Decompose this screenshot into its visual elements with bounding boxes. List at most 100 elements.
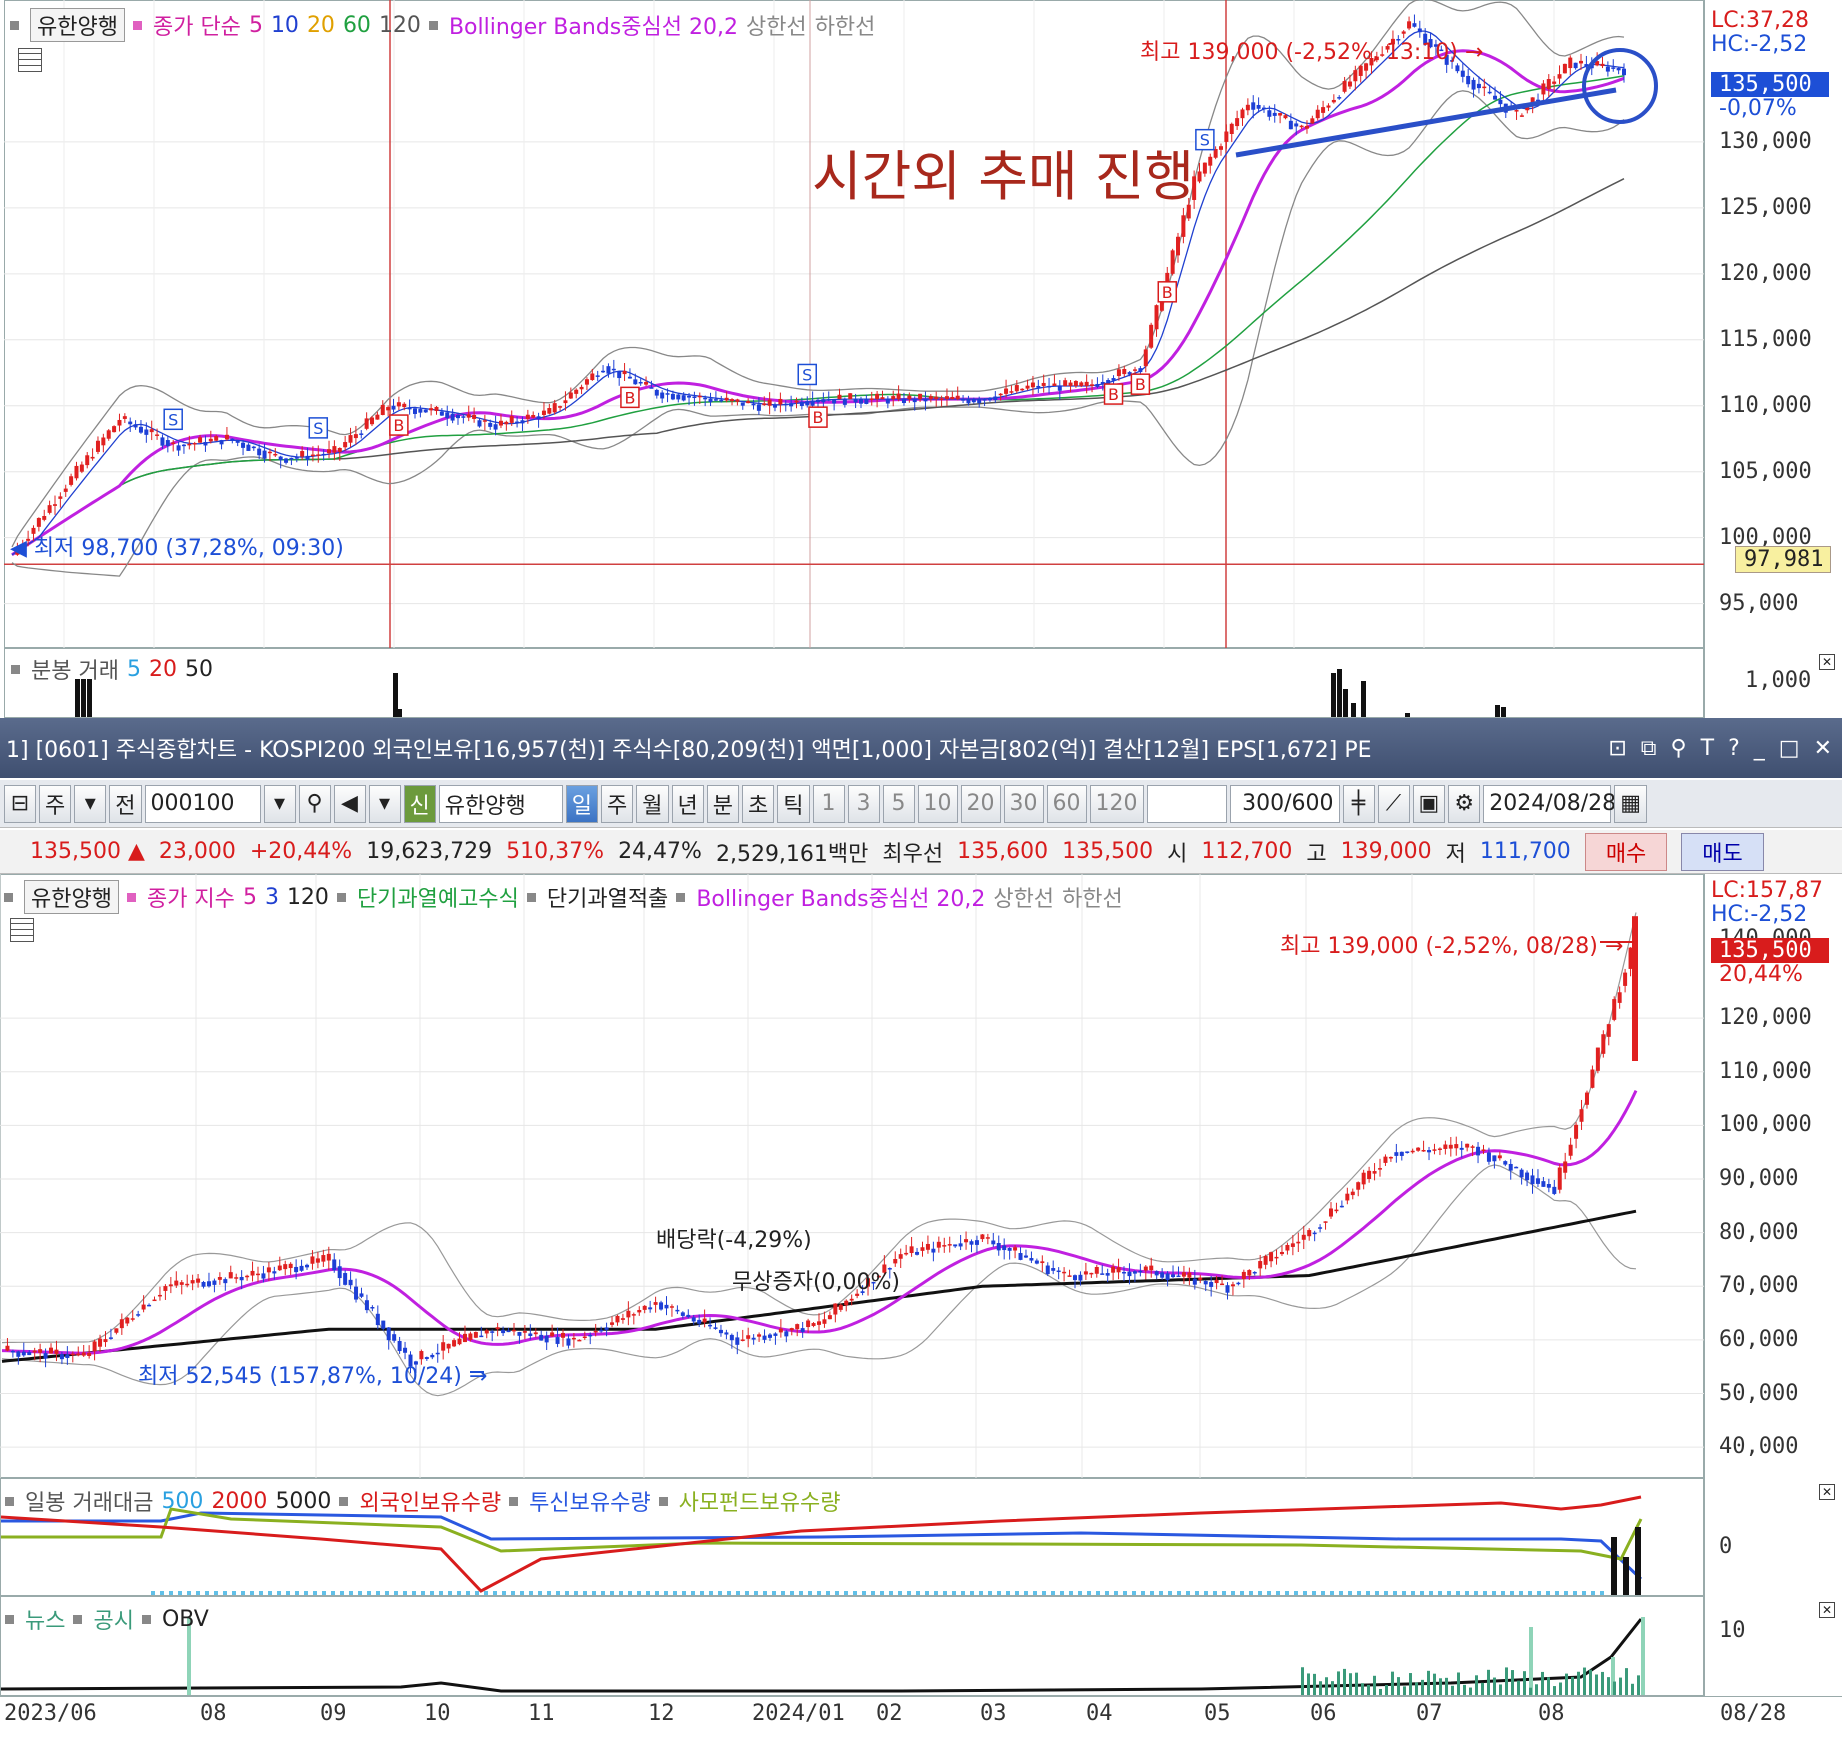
volume-bar bbox=[1351, 703, 1356, 717]
disclosure-bar bbox=[1331, 1681, 1334, 1695]
stock-code-input[interactable]: 000100 bbox=[144, 784, 261, 823]
daily-stock-name[interactable]: 유한양행 bbox=[24, 880, 119, 914]
daily-candle-body bbox=[1372, 1171, 1377, 1174]
window-titlebar[interactable]: 1] [0601] 주식종합차트 - KOSPI200 외국인보유[16,957… bbox=[0, 718, 1842, 778]
daily-candle-body bbox=[506, 1330, 511, 1333]
pin-icon[interactable]: ⚲ bbox=[1670, 735, 1687, 761]
turnover-bar-small bbox=[610, 1591, 614, 1595]
period-year[interactable]: 년 bbox=[671, 784, 704, 823]
candle-icon[interactable]: ╪ bbox=[1342, 784, 1375, 823]
daily-candle-body bbox=[1220, 1283, 1225, 1286]
candle-body bbox=[1202, 162, 1207, 174]
candle-body bbox=[858, 399, 863, 404]
date-tick: 08 bbox=[200, 1701, 227, 1726]
chart-toolbar: ⊟ 주 ▾ 전 000100 ▾ ⚲ ◀ ▾ 신 유한양행 일 주 월 년 분 … bbox=[0, 780, 1842, 828]
daily-candle-body bbox=[321, 1255, 326, 1262]
candle-body bbox=[246, 444, 251, 451]
period-second[interactable]: 초 bbox=[742, 784, 775, 823]
daily-price-plot[interactable] bbox=[0, 874, 1704, 1478]
draw-icon[interactable]: ⟋ bbox=[1377, 784, 1410, 823]
speaker-dropdown-icon[interactable]: ▾ bbox=[368, 784, 401, 823]
sub1-close-icon[interactable]: ✕ bbox=[1819, 1484, 1835, 1500]
stock-name-field[interactable]: 유한양행 bbox=[438, 784, 563, 823]
daily-candle-body bbox=[1149, 1265, 1154, 1271]
news-bar bbox=[1611, 1657, 1615, 1695]
disclosure-bar bbox=[1361, 1683, 1364, 1695]
daily-candle-body bbox=[833, 1303, 838, 1315]
candle-body bbox=[1079, 382, 1084, 386]
quote-price: 135,500 ▲ bbox=[30, 839, 145, 864]
candle-body bbox=[219, 440, 224, 445]
search-icon[interactable]: ⚲ bbox=[298, 784, 331, 823]
sub1-legend-500: 500 bbox=[161, 1488, 204, 1514]
turnover-bar-small bbox=[1474, 1591, 1478, 1595]
candle-body bbox=[337, 448, 342, 452]
legend-ma5: 5 bbox=[248, 12, 263, 38]
daily-candle-body bbox=[980, 1234, 985, 1240]
grid-toggle-icon[interactable] bbox=[18, 48, 42, 72]
stock-name[interactable]: 유한양행 bbox=[30, 8, 125, 42]
interval-input[interactable] bbox=[1146, 784, 1227, 823]
sell-button[interactable]: 매도 bbox=[1681, 832, 1764, 871]
export-icon[interactable]: ⊟ bbox=[4, 784, 36, 823]
candle-body bbox=[1272, 112, 1277, 116]
candle-body bbox=[601, 370, 606, 373]
candle-body bbox=[1068, 382, 1073, 386]
candle-body bbox=[241, 442, 246, 448]
code-dropdown-icon[interactable]: ▾ bbox=[263, 784, 296, 823]
daily-grid-toggle-icon[interactable] bbox=[10, 918, 34, 942]
interval-30[interactable]: 30 bbox=[1003, 784, 1044, 823]
sub2-close-icon[interactable]: ✕ bbox=[1819, 1602, 1835, 1618]
date-tick: 11 bbox=[528, 1701, 555, 1726]
daily-candle-body bbox=[1530, 1175, 1535, 1185]
turnover-bar-small bbox=[1159, 1591, 1163, 1595]
daily-chart[interactable]: 유한양행 종가 지수 5 3 120 단기과열예고수식 단기과열적출 Bolli… bbox=[0, 874, 1842, 1740]
settings-icon[interactable]: ⚙ bbox=[1448, 784, 1481, 823]
period-day[interactable]: 일 bbox=[565, 784, 598, 823]
daily-candle-body bbox=[1307, 1230, 1312, 1237]
sub1-legend-private: 사모펀드보유수량 bbox=[678, 1491, 841, 1516]
save-icon[interactable]: ▣ bbox=[1412, 784, 1446, 823]
interval-120[interactable]: 120 bbox=[1089, 784, 1144, 823]
close-pane-icon[interactable]: ✕ bbox=[1819, 654, 1835, 670]
period-minute[interactable]: 분 bbox=[706, 784, 739, 823]
interval-20[interactable]: 20 bbox=[960, 784, 1001, 823]
turnover-bar-small bbox=[1078, 1591, 1082, 1595]
count-input[interactable]: 300 /600 bbox=[1229, 784, 1340, 823]
interval-1[interactable]: 1 bbox=[812, 784, 845, 823]
text-icon[interactable]: T bbox=[1700, 735, 1715, 761]
mode-select[interactable]: 주 bbox=[39, 784, 72, 823]
candle-body bbox=[670, 393, 675, 400]
daily-hc-label: HC:-2,52 bbox=[1711, 902, 1808, 927]
daily-candle-body bbox=[27, 1352, 32, 1356]
daily-candle-body bbox=[484, 1330, 489, 1334]
close-icon[interactable]: ✕ bbox=[1813, 735, 1832, 761]
daily-candle-body bbox=[1606, 1024, 1611, 1037]
credit-badge[interactable]: 신 bbox=[403, 784, 436, 823]
mode-dropdown-icon[interactable]: ▾ bbox=[74, 784, 107, 823]
interval-5[interactable]: 5 bbox=[882, 784, 915, 823]
copy-icon[interactable]: ⧉ bbox=[1640, 735, 1657, 761]
layout-icon[interactable]: ⊡ bbox=[1608, 735, 1627, 761]
date-input[interactable]: 2024/08/28 bbox=[1483, 784, 1616, 823]
minimize-icon[interactable]: _ bbox=[1753, 735, 1765, 761]
disclosure-bar bbox=[1595, 1674, 1598, 1695]
speaker-icon[interactable]: ◀ bbox=[333, 784, 366, 823]
help-icon[interactable]: ? bbox=[1728, 735, 1740, 761]
interval-10[interactable]: 10 bbox=[917, 784, 958, 823]
period-week[interactable]: 주 bbox=[601, 784, 634, 823]
interval-3[interactable]: 3 bbox=[847, 784, 880, 823]
interval-60[interactable]: 60 bbox=[1046, 784, 1087, 823]
calendar-icon[interactable]: ▦ bbox=[1614, 784, 1648, 823]
jeon-button[interactable]: 전 bbox=[109, 784, 142, 823]
turnover-bar-small bbox=[223, 1591, 227, 1595]
period-tick[interactable]: 틱 bbox=[777, 784, 810, 823]
quote-ask: 135,600 bbox=[957, 839, 1049, 864]
maximize-icon[interactable]: □ bbox=[1778, 735, 1800, 761]
turnover-bar-small bbox=[349, 1591, 353, 1595]
daily-candle-body bbox=[767, 1334, 772, 1338]
buy-button[interactable]: 매수 bbox=[1584, 832, 1668, 871]
period-month[interactable]: 월 bbox=[636, 784, 669, 823]
